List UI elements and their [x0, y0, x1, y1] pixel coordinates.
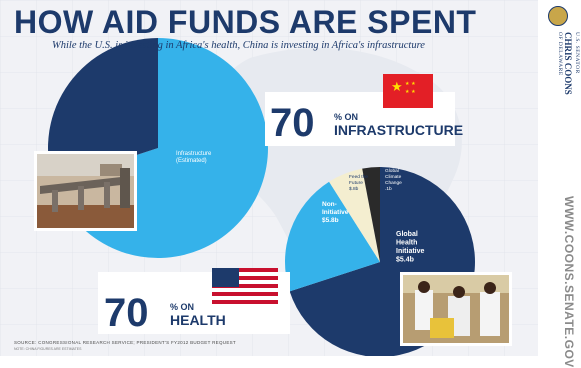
page-title: HOW AID FUNDS ARE SPENT: [14, 4, 477, 40]
health-photo: [400, 272, 512, 346]
page-subtitle: While the U.S. is investing in Africa's …: [52, 40, 425, 51]
china-callout-pct-label: % ON: [334, 112, 358, 122]
source-fine-print: NOTE: CHINA FIGURES ARE ESTIMATES: [14, 347, 82, 351]
pie-slice-label: Feed the: [349, 174, 368, 180]
china-callout-pct: 70: [270, 101, 315, 145]
senate-seal-icon: [548, 6, 568, 26]
pie-slice-label: Initiative: [322, 209, 349, 216]
pie-slice-label: Non-: [322, 201, 337, 208]
us-flag: [212, 268, 278, 304]
senator-state: OF DELAWARE: [557, 32, 563, 76]
china-flag-star-small: ★ ★: [405, 81, 416, 87]
pie-slice-label: .1b: [385, 186, 392, 192]
pie-slice-label: Health: [396, 240, 417, 247]
china-flag-star: ★: [391, 80, 403, 95]
us-callout-pct-label: % ON: [170, 302, 194, 312]
pie-slice-label: Change: [385, 180, 402, 186]
source-note: SOURCE: CONGRESSIONAL RESEARCH SERVICE; …: [14, 340, 236, 345]
china-flag: [383, 74, 433, 108]
pie-slice: [362, 167, 380, 262]
pie-slice-label: $5.8b: [322, 217, 339, 224]
pie-slice-label: Infrastructure: [176, 151, 212, 157]
pie-slice-label: Future: [349, 180, 363, 186]
pie-slice: [47, 38, 159, 182]
pie-slice: [329, 168, 380, 262]
pie-slice: [285, 181, 380, 292]
senator-name: CHRIS COONS: [563, 32, 573, 95]
china-flag-star-small-2: ★ ★: [405, 89, 416, 95]
construction-photo: [34, 151, 137, 231]
us-callout-category: HEALTH: [170, 312, 226, 328]
us-callout-pct: 70: [104, 291, 149, 335]
china-callout-category: INFRASTRUCTURE: [334, 122, 463, 138]
website-link[interactable]: WWW.COONS.SENATE.GOV: [562, 196, 576, 368]
pie-slice-label: Global: [385, 168, 399, 174]
pie-slice-label: Global: [396, 231, 418, 238]
pie-slice-label: $.8b: [349, 186, 359, 192]
poster-art: Infrastructure(Estimated) GlobalHealthIn…: [0, 0, 538, 356]
pie-slice-label: Climate: [385, 174, 402, 180]
pie-slice-label: $5.4b: [396, 257, 414, 264]
pie-slice-label: Initiative: [396, 248, 425, 255]
pie-slice-label: (Estimated): [176, 158, 207, 164]
senator-title: U.S. SENATOR: [574, 32, 580, 74]
senator-sidebar: [538, 0, 581, 356]
